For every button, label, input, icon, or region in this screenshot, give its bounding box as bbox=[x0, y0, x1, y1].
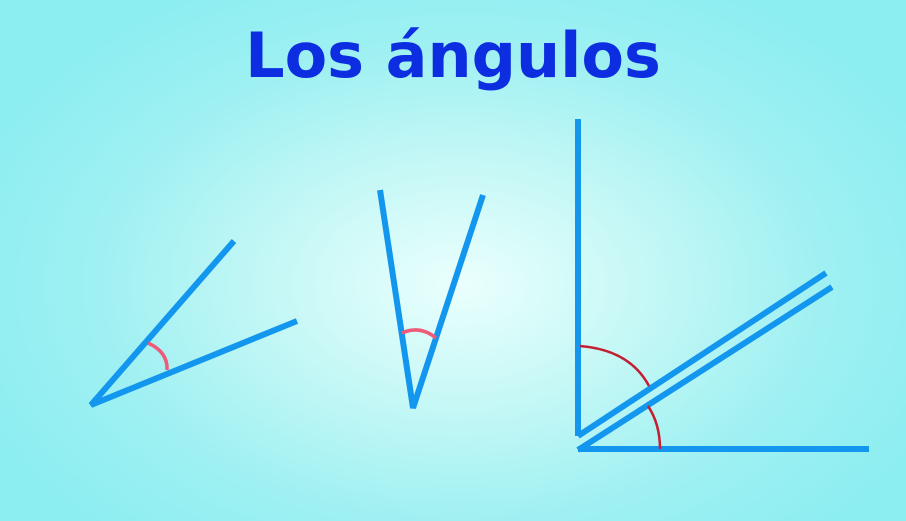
acute-angle-left bbox=[88, 239, 299, 408]
angle-1-rays bbox=[88, 239, 299, 408]
angle-2-rays bbox=[377, 189, 486, 409]
acute-angle-middle bbox=[377, 189, 486, 409]
angle-1-arc bbox=[147, 341, 169, 371]
angle-3-upper-arc bbox=[579, 344, 651, 387]
angle-3-diagonal-ray-lower bbox=[576, 284, 834, 453]
angle-2-arc bbox=[401, 328, 438, 340]
angle-3-lower-arc bbox=[646, 405, 662, 450]
angle-3-diagonal-ray-upper bbox=[576, 270, 828, 439]
page-title: Los ángulos bbox=[245, 19, 661, 92]
right-angle-composite bbox=[575, 119, 869, 453]
